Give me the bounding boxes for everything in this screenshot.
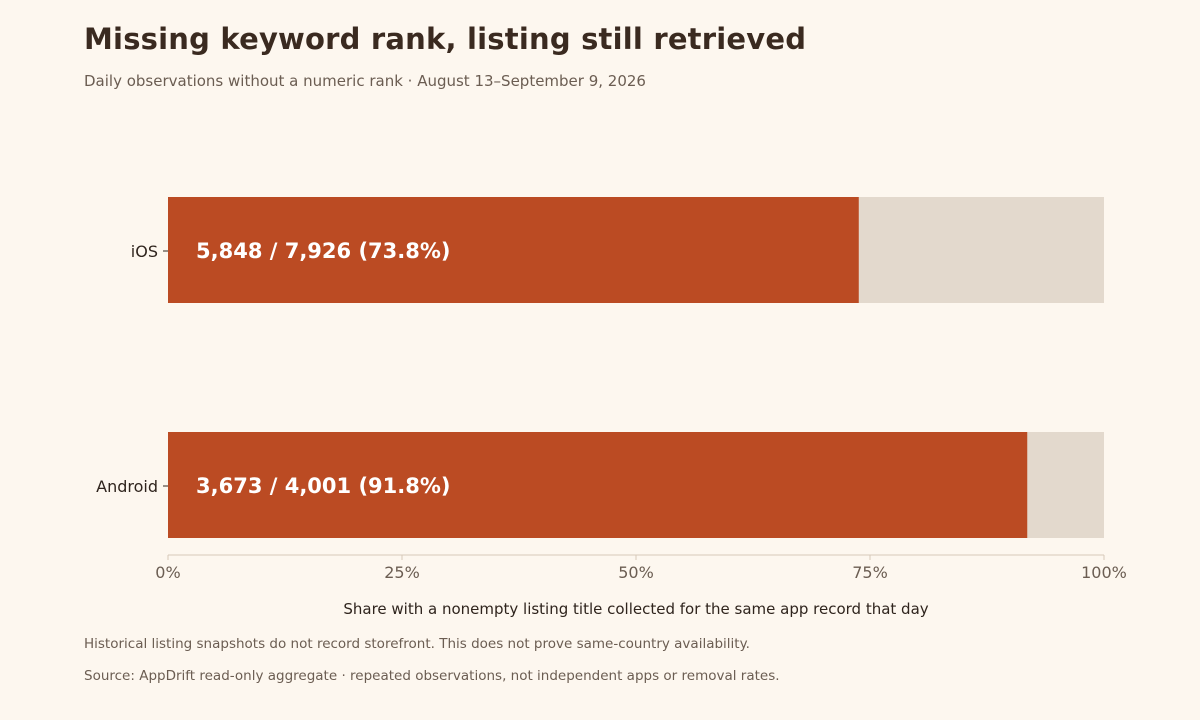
bar-ios [168, 197, 859, 303]
bar-android [168, 432, 1028, 538]
storefront-note: Historical listing snapshots do not reco… [84, 636, 750, 652]
category-label-android: Android [96, 477, 158, 496]
x-tick-label-75: 75% [852, 563, 888, 582]
chart-subtitle: Daily observations without a numeric ran… [84, 72, 646, 90]
bar-label-android: 3,673 / 4,001 (91.8%) [196, 474, 451, 498]
source-note: Source: AppDrift read-only aggregate · r… [84, 668, 780, 684]
x-tick-label-100: 100% [1081, 563, 1127, 582]
category-label-ios: iOS [131, 242, 158, 261]
x-tick-label-25: 25% [384, 563, 420, 582]
chart-title: Missing keyword rank, listing still retr… [84, 22, 807, 56]
x-tick-label-50: 50% [618, 563, 654, 582]
bar-label-ios: 5,848 / 7,926 (73.8%) [196, 239, 451, 263]
x-axis-label: Share with a nonempty listing title coll… [343, 600, 929, 618]
x-tick-label-0: 0% [155, 563, 180, 582]
